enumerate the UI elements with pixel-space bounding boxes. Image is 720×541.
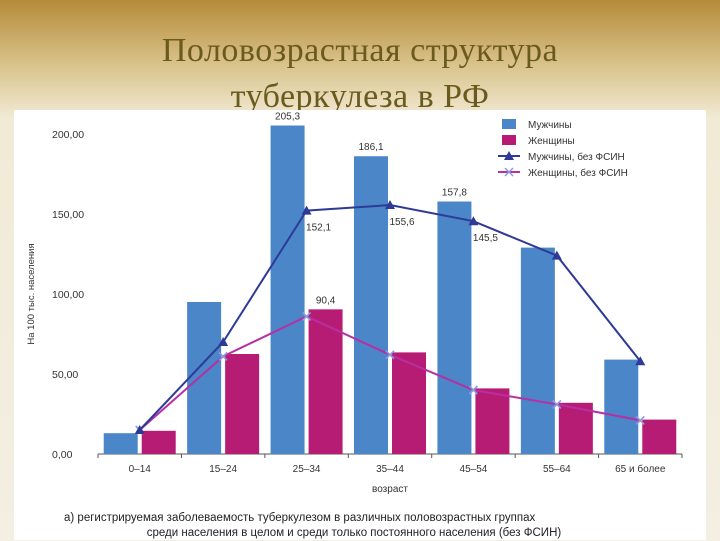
- x-tick-label: 45–54: [460, 464, 488, 475]
- x-tick-label: 0–14: [129, 464, 152, 475]
- men-no-fsin-marker: [468, 216, 479, 226]
- bar-men: [437, 201, 472, 454]
- y-tick-label: 50,00: [52, 369, 78, 381]
- y-tick-label: 100,00: [52, 289, 84, 301]
- bar-men: [520, 247, 555, 454]
- legend-marker: [504, 167, 514, 177]
- bar-men: [604, 359, 639, 454]
- bar-women: [475, 388, 510, 454]
- bar-men: [187, 302, 222, 454]
- x-tick-label: 15–24: [209, 464, 237, 475]
- bar-women: [392, 352, 426, 454]
- women-no-fsin-marker: [302, 311, 312, 321]
- x-tick-label: 55–64: [543, 464, 571, 475]
- slide-title: Половозрастная структура туберкулеза в Р…: [0, 28, 720, 120]
- men-no-fsin-marker: [134, 425, 145, 434]
- legend-label: Мужчины: [528, 120, 572, 131]
- men-no-fsin-marker: [218, 337, 229, 346]
- legend-label: Мужчины, без ФСИН: [528, 151, 625, 163]
- legend-label: Женщины: [528, 136, 575, 147]
- legend-label: Женщины, без ФСИН: [528, 167, 628, 179]
- bar-women: [141, 430, 176, 454]
- caption-line-2: среди населения в целом и среди только п…: [146, 527, 562, 539]
- legend-marker: [504, 151, 514, 160]
- men-no-fsin-marker: [385, 200, 395, 210]
- data-label: 157,8: [442, 188, 467, 199]
- bar-women: [225, 354, 260, 454]
- bar-women: [308, 309, 343, 454]
- legend-swatch: [502, 119, 516, 129]
- x-axis-label: возраст: [372, 484, 408, 495]
- slide-title-line2: туберкулеза в РФ: [230, 78, 490, 115]
- data-label: 152,1: [306, 223, 331, 234]
- caption-line-1: а) регистрируемая заболеваемость туберку…: [64, 512, 536, 524]
- men-no-fsin-marker: [551, 250, 562, 260]
- men-no-fsin-marker: [301, 205, 312, 215]
- x-tick-label: 25–34: [293, 464, 321, 475]
- data-label: 155,6: [389, 217, 414, 228]
- bar-men: [354, 156, 388, 455]
- slide-title-line1: Половозрастная структура: [161, 32, 559, 69]
- women-no-fsin-marker: [468, 385, 478, 395]
- data-label: 145,5: [473, 233, 498, 244]
- chart-panel: 0,00 50,00 100,00 150,00 200,00 На 100 тыс. н…: [14, 110, 706, 540]
- data-label: 90,4: [316, 295, 336, 306]
- x-tick-label: 35–44: [376, 464, 404, 475]
- data-label: 186,1: [358, 142, 383, 153]
- men-no-fsin-marker: [635, 356, 646, 366]
- chart: 0,00 50,00 100,00 150,00 200,00 На 100 тыс. н…: [26, 112, 683, 495]
- y-tick-label: 150,00: [52, 209, 84, 221]
- bar-men: [270, 125, 305, 455]
- women-no-fsin-marker: [635, 415, 645, 425]
- y-tick-label: 200,00: [52, 129, 84, 141]
- women-no-fsin-marker: [385, 350, 395, 360]
- women-no-fsin-marker: [218, 351, 228, 361]
- legend-swatch: [502, 135, 516, 145]
- bar-women: [558, 402, 593, 454]
- bar-women: [642, 419, 677, 454]
- y-tick-label: 0,00: [52, 449, 73, 461]
- figure-caption: а) регистрируемая заболеваемость туберку…: [54, 511, 654, 541]
- x-tick-label: 65 и более: [615, 463, 666, 475]
- women-no-fsin-marker: [552, 399, 562, 409]
- y-axis-label: На 100 тыс. населения: [26, 243, 37, 344]
- data-label: 205,3: [275, 112, 300, 123]
- bar-men: [103, 433, 138, 454]
